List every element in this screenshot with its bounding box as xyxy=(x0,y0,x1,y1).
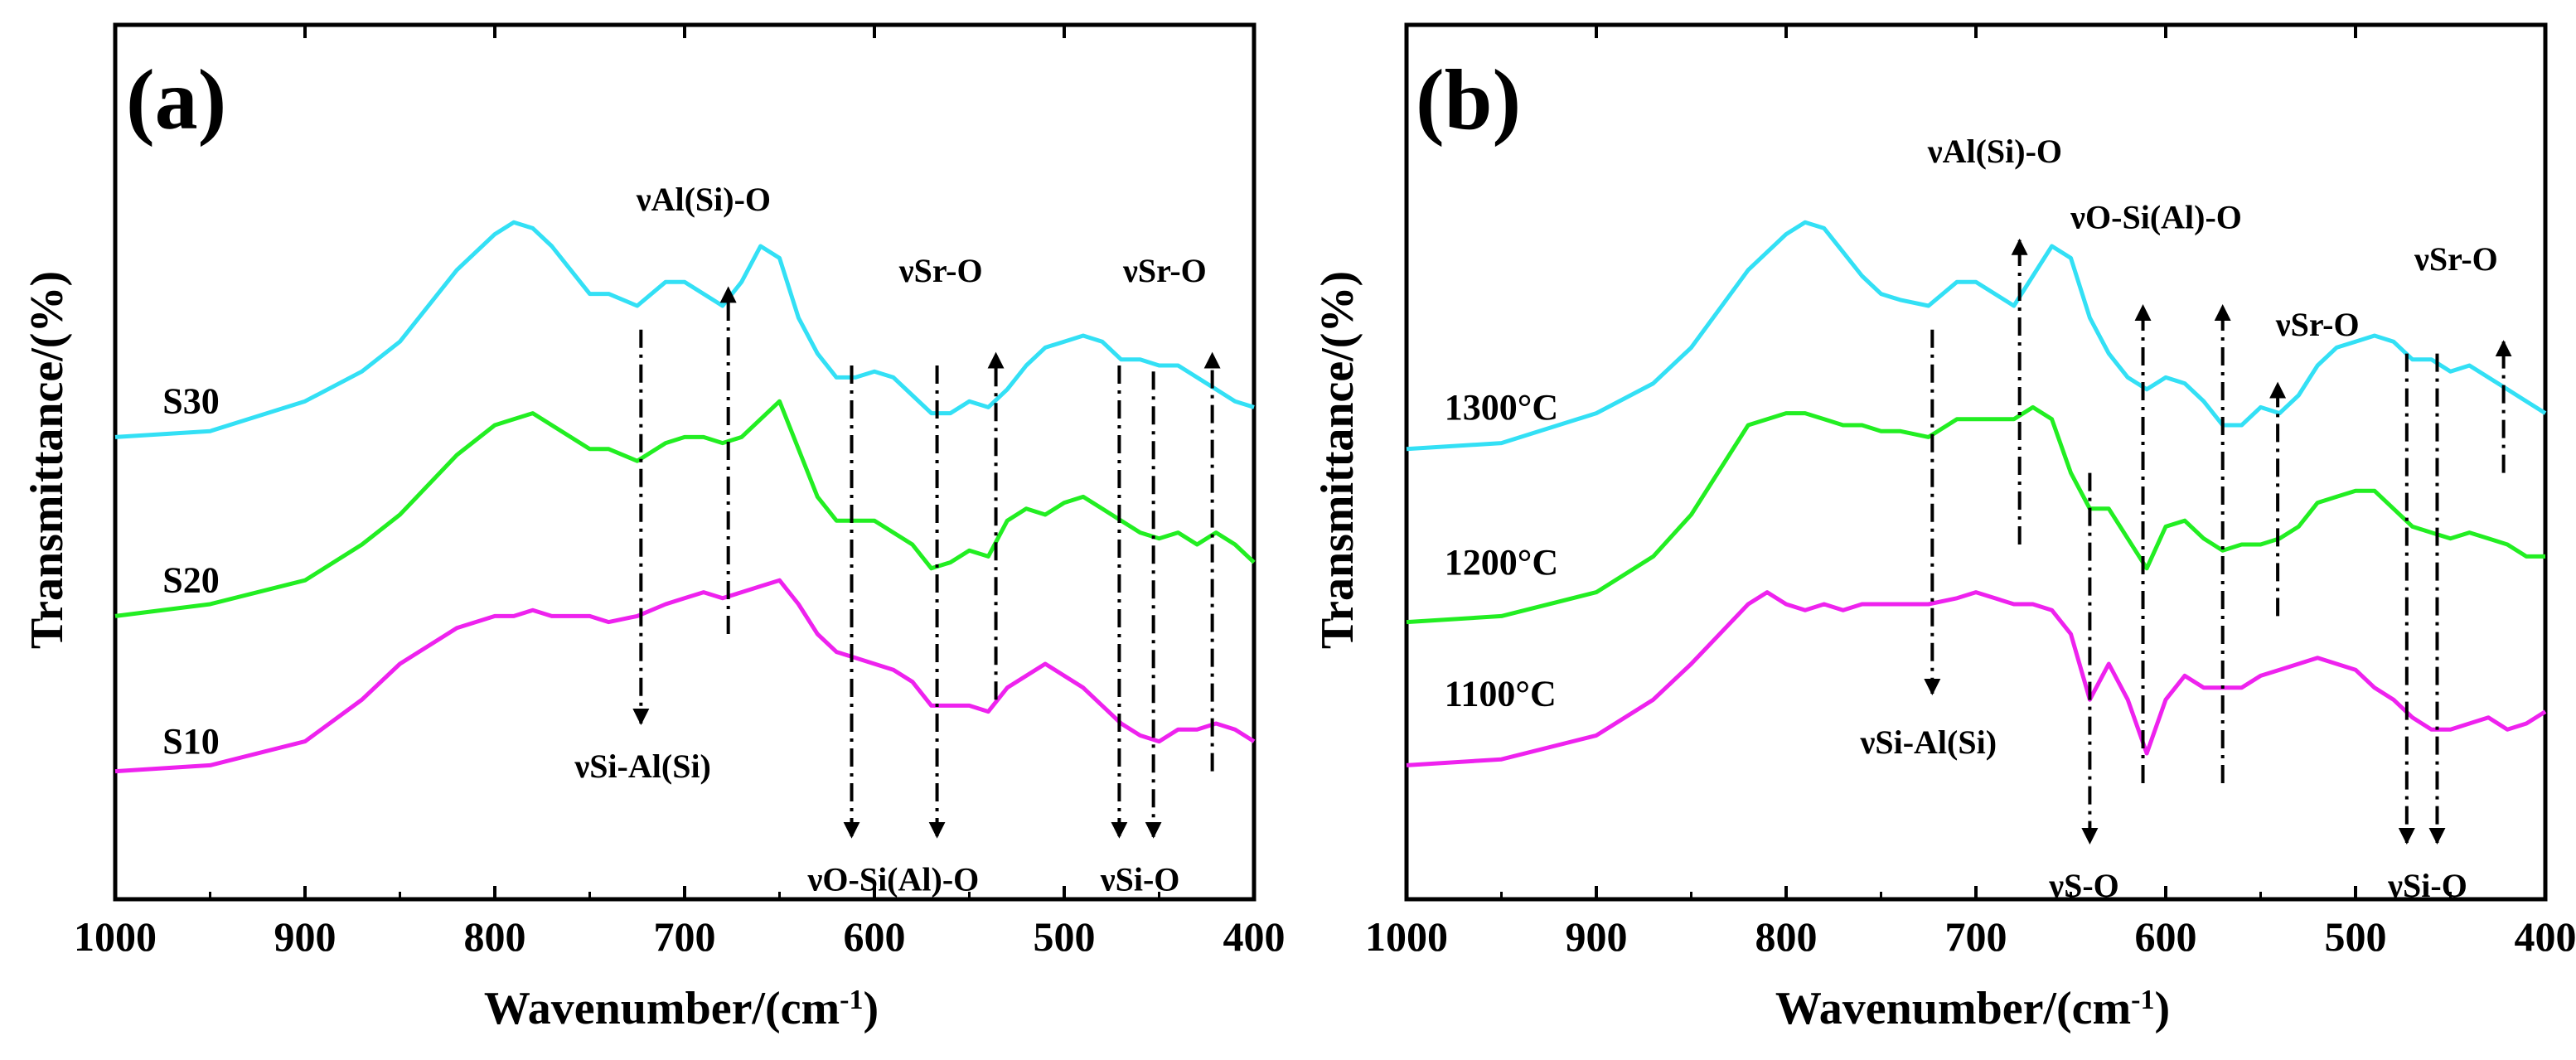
series-line-1100C xyxy=(1406,590,2547,767)
annotation-label: νAl(Si)-O xyxy=(1927,133,2062,170)
panel-a-label: (a) xyxy=(126,52,226,148)
panel-b-chart: (b) 1000 900 800 700 600 500 400 1300°C 1200°C 11… xyxy=(1312,22,2576,1034)
panel-b-plot: 1000 900 800 700 600 500 400 1300°C 1200°C 1100°C… xyxy=(1365,22,2576,960)
annotation-label: νAl(Si)-O xyxy=(636,181,771,218)
annotation-label: νSi-O xyxy=(1100,861,1180,898)
annotation-label: νSi-O xyxy=(2387,867,2467,904)
x-tick-label: 1000 xyxy=(74,913,157,960)
panel-b-label: (b) xyxy=(1416,52,1521,148)
panel-a-x-axis-label: Wavenumber/(cm-1) xyxy=(484,983,879,1034)
panel-b-x-axis-label: Wavenumber/(cm-1) xyxy=(1775,983,2170,1034)
series-label: 1100°C xyxy=(1445,673,1557,714)
series-label: 1300°C xyxy=(1445,387,1558,428)
annotation-label: νSr-O xyxy=(2414,240,2498,278)
x-tick-label: 1000 xyxy=(1365,913,1448,960)
panel-a-chart: (a) 1000 900 800 700 600 500 400 S30 S20 S10 νAl(S… xyxy=(22,22,1286,1034)
series-line-S20 xyxy=(114,399,1256,618)
x-tick-label: 900 xyxy=(274,913,337,960)
annotation-label: νSr-O xyxy=(2275,306,2360,343)
series-line-S30 xyxy=(114,220,1255,439)
x-tick-label: 400 xyxy=(1223,913,1286,960)
x-tick-label: 800 xyxy=(1755,913,1818,960)
annotation-label: νSr-O xyxy=(1122,252,1207,289)
series-label: S20 xyxy=(162,560,219,601)
series-label: S10 xyxy=(162,721,219,762)
annotation-label: νO-Si(Al)-O xyxy=(807,861,980,898)
x-tick-label: 600 xyxy=(844,913,906,960)
annotation-label: νO-Si(Al)-O xyxy=(2070,198,2242,235)
x-tick-label: 500 xyxy=(2325,913,2387,960)
series-line-S10 xyxy=(114,578,1256,774)
x-tick-label: 700 xyxy=(1945,913,2007,960)
series-label: S30 xyxy=(162,381,219,422)
series-line-1200C xyxy=(1406,404,2545,625)
x-tick-label: 600 xyxy=(2135,913,2197,960)
x-tick-label: 900 xyxy=(1566,913,1628,960)
panel-a-plot: 1000 900 800 700 600 500 400 S30 S20 S10 νAl(Si)-O… xyxy=(74,22,1286,960)
panel-a-y-axis-label: Transmittance/(%) xyxy=(22,271,73,649)
panel-b-y-axis-label: Transmittance/(%) xyxy=(1312,271,1363,649)
x-tick-label: 800 xyxy=(464,913,526,960)
series-label: 1200°C xyxy=(1445,542,1558,583)
x-tick-label: 500 xyxy=(1034,913,1096,960)
x-tick-label: 700 xyxy=(654,913,716,960)
annotation-label: νSr-O xyxy=(898,252,983,289)
series-line-1300C xyxy=(1406,220,2547,452)
annotation-label: νS-O xyxy=(2048,867,2119,904)
annotation-label: νSi-Al(Si) xyxy=(1859,724,1997,761)
annotation-label: νSi-Al(Si) xyxy=(574,748,711,785)
x-tick-label: 400 xyxy=(2515,913,2576,960)
